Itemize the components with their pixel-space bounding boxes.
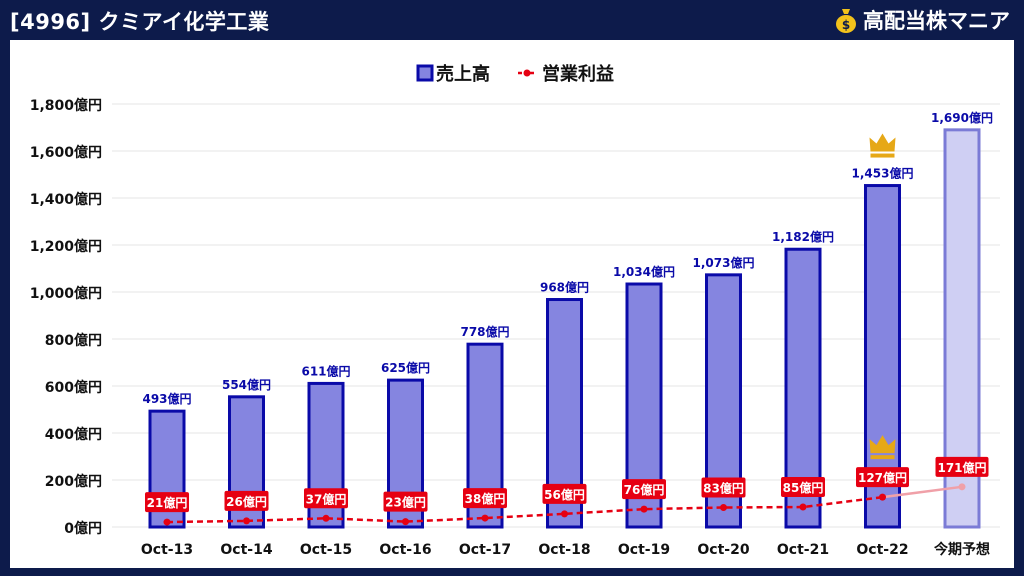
x-tick-label: Oct-16 [379, 542, 431, 558]
legend-label-profit: 営業利益 [542, 63, 614, 85]
profit-point [561, 510, 568, 518]
profit-point [243, 517, 250, 525]
x-tick-label: Oct-20 [697, 542, 749, 558]
profit-point [322, 514, 330, 522]
profit-label-box [463, 488, 507, 509]
profit-line-forecast [882, 485, 963, 499]
profit-label-box [383, 491, 428, 512]
profit-label: 37億円 [306, 491, 347, 506]
x-tick-label: Oct-15 [300, 542, 352, 558]
data-labels: 493億円 554億円 611億円 625億円 778億円 968億円 1,034億円 1,0… [142, 110, 993, 513]
revenue-label: 554億円 [222, 377, 271, 392]
profit-label: 76億円 [624, 482, 665, 497]
y-tick-label: 400億円 [45, 426, 102, 443]
profit-label: 38億円 [465, 491, 506, 506]
profit-point [958, 483, 966, 491]
x-tick-label: Oct-18 [538, 542, 590, 558]
y-tick-label: 1,600億円 [30, 144, 102, 161]
chart-panel: 0億円 200億円 400億円 600億円 800億円 1,000億円 1,200億円 1,4… [10, 40, 1014, 568]
profit-line-actual [166, 495, 883, 524]
profit-point [402, 518, 409, 526]
x-tick-label: Oct-14 [220, 542, 272, 558]
crown-base [870, 455, 895, 460]
revenue-label: 1,182億円 [772, 229, 834, 244]
profit-label: 26億円 [226, 494, 267, 509]
profit-label: 56億円 [544, 487, 585, 502]
profit-label: 23億円 [385, 495, 426, 510]
profit-label-box [304, 488, 348, 509]
legend-swatch-revenue [416, 64, 434, 82]
svg-text:$: $ [842, 18, 850, 32]
profit-point [163, 518, 171, 526]
crowns [869, 133, 896, 460]
revenue-label: 625億円 [381, 360, 430, 375]
profit-label: 85億円 [783, 480, 824, 495]
y-tick-label: 1,200億円 [30, 238, 102, 255]
legend-label-revenue: 売上高 [436, 63, 490, 85]
profit-label: 171億円 [937, 460, 986, 475]
revenue-label: 493億円 [142, 391, 191, 406]
profit-label-box [935, 456, 989, 477]
revenue-label: 968億円 [540, 280, 589, 295]
y-tick-label: 1,400億円 [30, 191, 102, 208]
x-tick-label: 今期予想 [933, 541, 990, 558]
header: [4996] クミアイ化学工業 $ 高配当株マニア [0, 0, 1024, 40]
revenue-label: 1,034億円 [613, 264, 675, 279]
chart: 0億円 200億円 400億円 600億円 800億円 1,000億円 1,200億円 1,4… [30, 63, 1000, 558]
crown-icon [869, 435, 896, 454]
x-tick-label: Oct-21 [777, 542, 829, 558]
revenue-label: 1,690億円 [931, 110, 993, 125]
x-tick-label: Oct-19 [618, 542, 670, 558]
money-bag-icon: $ [836, 9, 856, 33]
profit-point [640, 505, 648, 513]
profit-label-box [856, 467, 909, 488]
profit-point [799, 503, 807, 511]
page-title: [4996] クミアイ化学工業 [10, 10, 270, 34]
x-tick-label: Oct-22 [856, 542, 908, 558]
profit-label-box [145, 492, 189, 513]
legend-swatch-point [523, 69, 531, 77]
y-tick-label: 0億円 [64, 520, 102, 537]
profit-label: 127億円 [858, 470, 907, 485]
profit-label-box [224, 490, 269, 511]
revenue-label: 1,453億円 [852, 166, 914, 181]
bars [148, 128, 981, 529]
y-axis: 0億円 200億円 400億円 600億円 800億円 1,000億円 1,200億円 1,4… [30, 97, 102, 537]
revenue-label: 778億円 [460, 324, 509, 339]
profit-line [163, 483, 966, 526]
x-axis: Oct-13 Oct-14 Oct-15 Oct-16 Oct-17 Oct-18 Oct-… [141, 541, 990, 558]
profit-point [879, 493, 886, 501]
x-tick-label: Oct-17 [459, 542, 511, 558]
y-tick-label: 600億円 [45, 379, 102, 396]
brand-name: 高配当株マニア [863, 9, 1010, 33]
y-tick-label: 800億円 [45, 332, 102, 349]
y-tick-label: 1,800億円 [30, 97, 102, 114]
profit-label-box [781, 477, 825, 498]
profit-point [720, 503, 727, 511]
profit-label: 83億円 [703, 480, 744, 495]
profit-label-box [622, 479, 666, 500]
profit-point [481, 514, 489, 522]
revenue-label: 1,073億円 [693, 255, 755, 270]
crown-icon [869, 133, 896, 152]
profit-label-box [701, 477, 746, 498]
legend: 売上高 営業利益 [416, 63, 614, 85]
y-tick-label: 1,000億円 [30, 285, 102, 302]
profit-label-box [542, 483, 587, 504]
profit-label: 21億円 [147, 495, 188, 510]
brand: $ 高配当株マニア [835, 5, 1010, 35]
y-tick-label: 200億円 [45, 473, 102, 490]
x-tick-label: Oct-13 [141, 542, 193, 558]
crown-base [870, 153, 895, 158]
revenue-label: 611億円 [301, 363, 350, 378]
